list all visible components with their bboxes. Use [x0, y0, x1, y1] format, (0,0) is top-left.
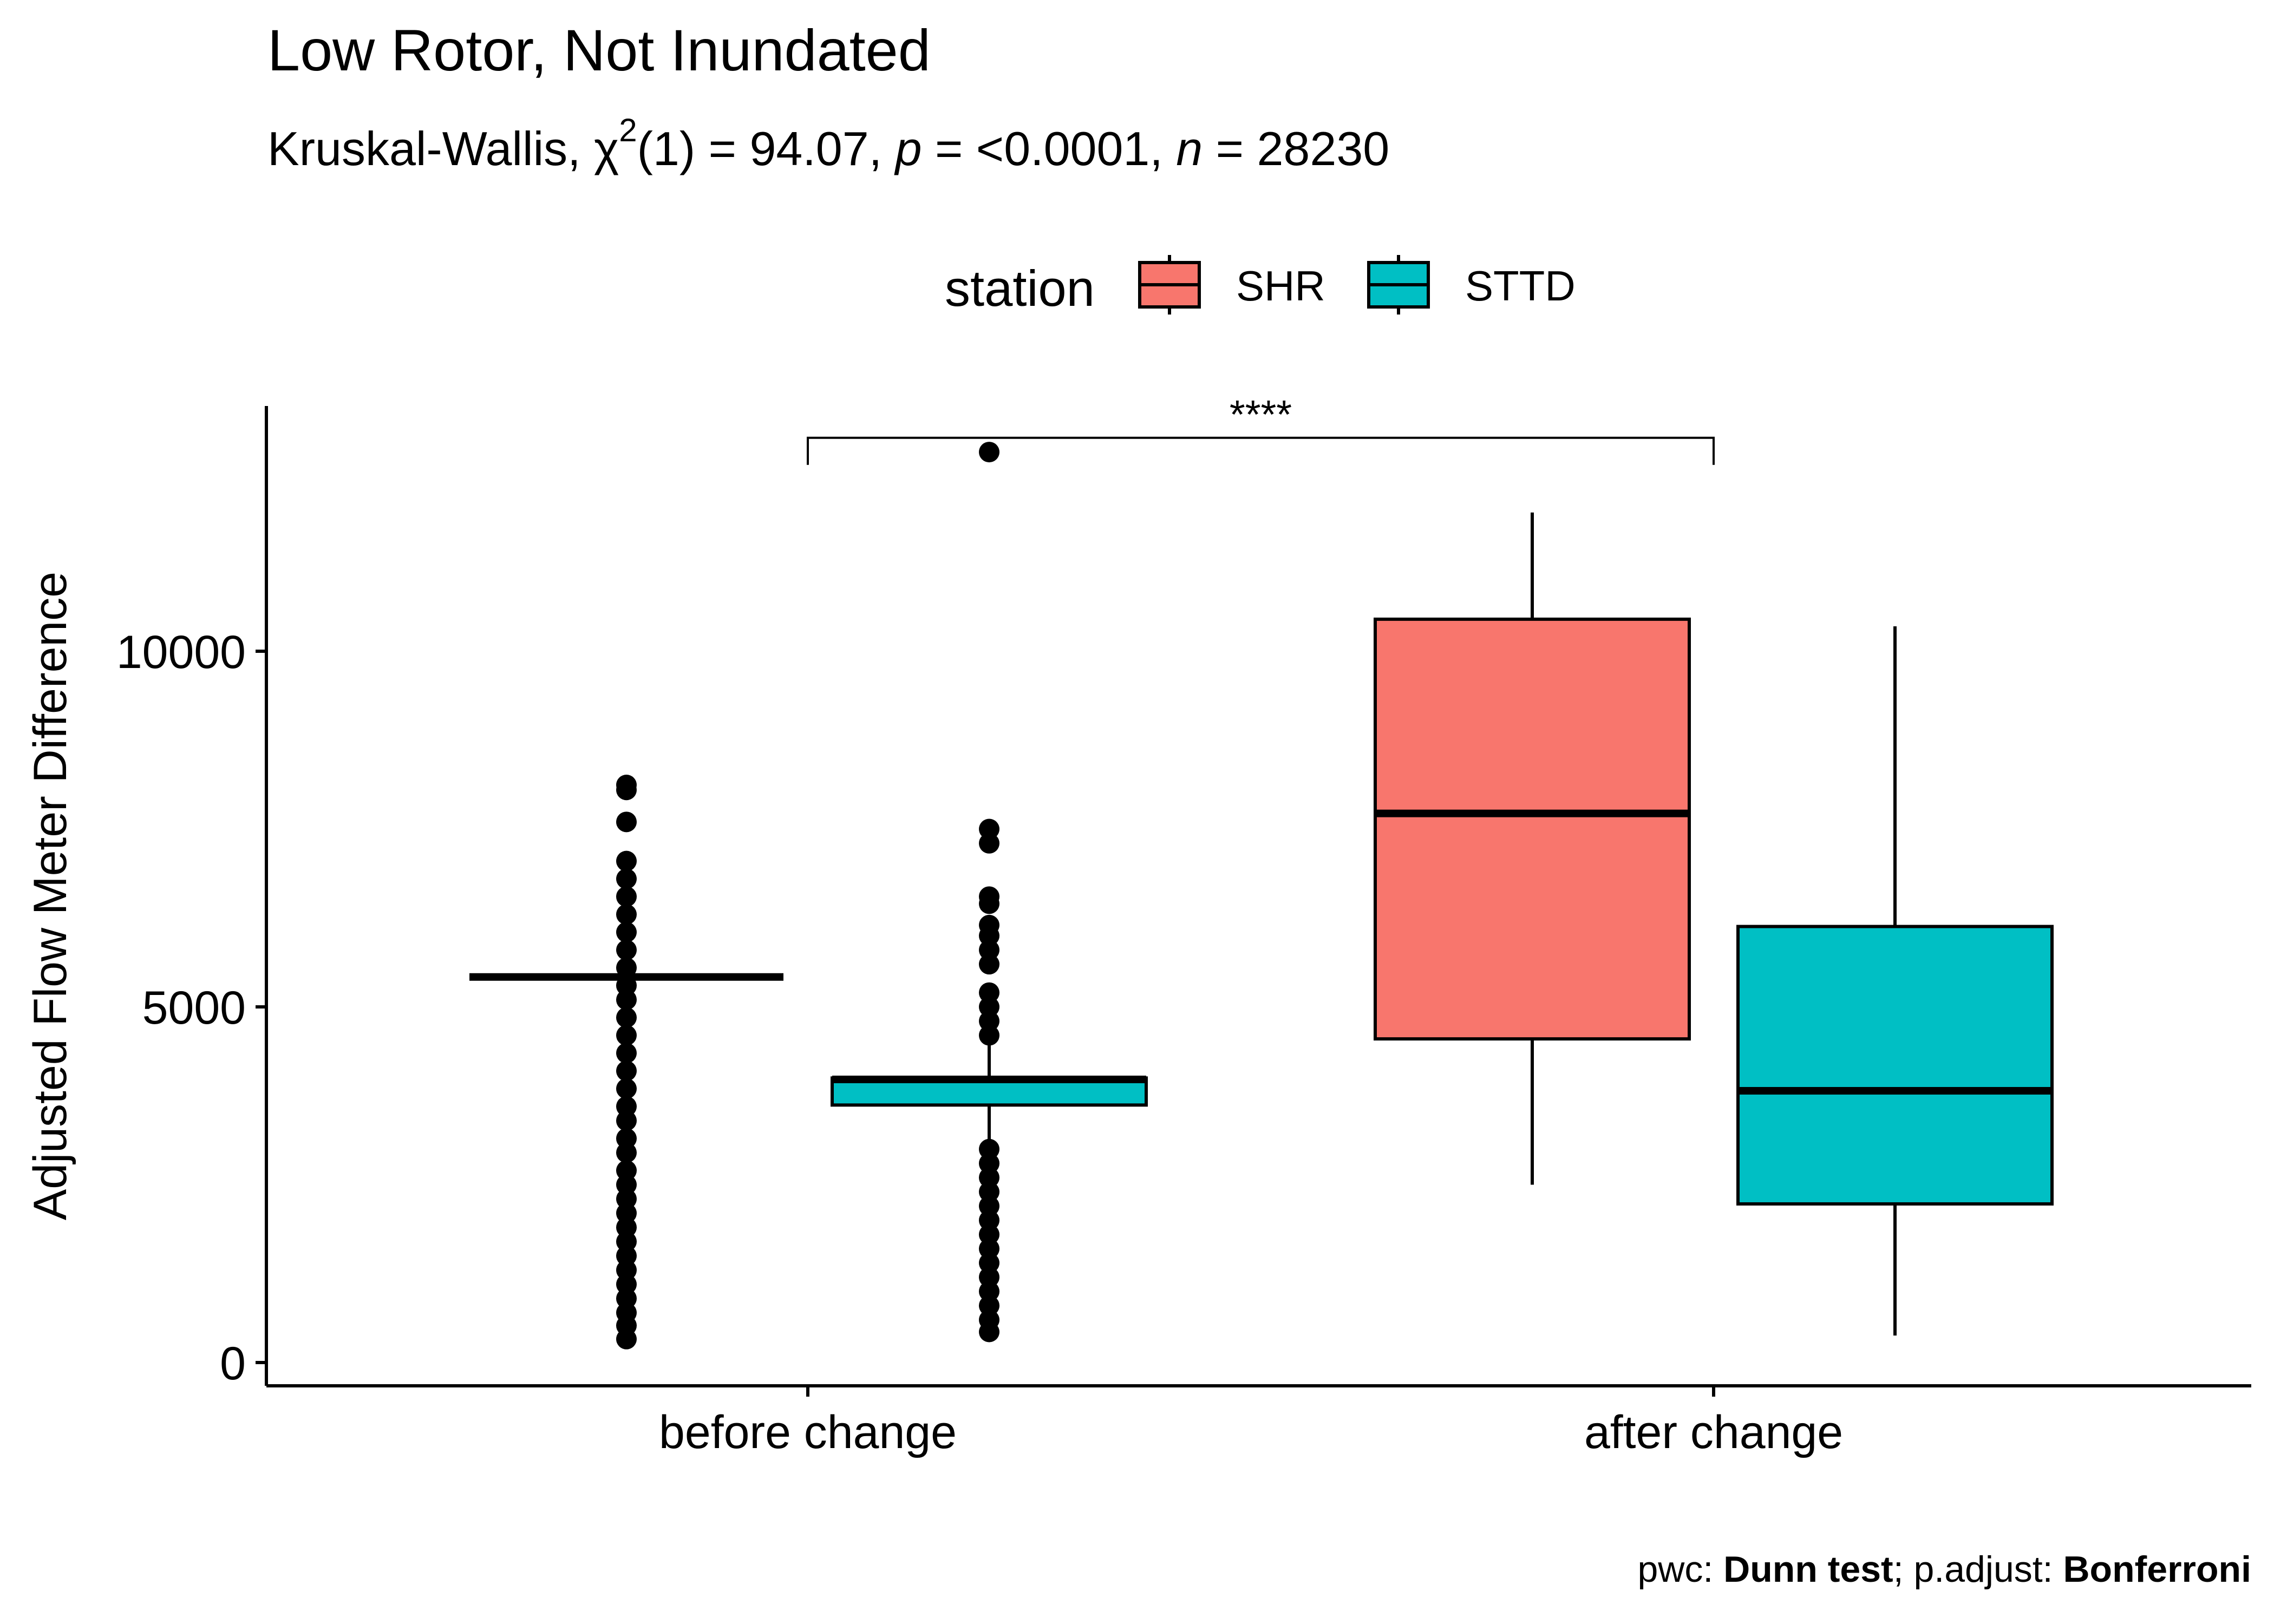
- outlier-point: [616, 1288, 637, 1309]
- subtitle-chi: χ: [594, 122, 619, 175]
- subtitle-chi-sup: 2: [619, 112, 637, 148]
- outlier-point: [616, 939, 637, 960]
- outlier-point: [616, 1128, 637, 1149]
- box-sttd-1: [1736, 626, 2054, 1336]
- outlier-point: [616, 1203, 637, 1224]
- outlier-point: [616, 1302, 637, 1324]
- x-tick-label-0: before change: [659, 1406, 957, 1458]
- outlier-point: [979, 1309, 999, 1331]
- outlier-point: [616, 1142, 637, 1163]
- chart-subtitle: Kruskal-Wallis, χ2(1) = 94.07, p = <0.00…: [267, 112, 1389, 175]
- legend-label-sttd: STTD: [1465, 262, 1576, 310]
- subtitle-df-stat: (1) = 94.07,: [637, 122, 896, 175]
- subtitle-n-value: = 28230: [1203, 122, 1389, 175]
- outlier-point: [979, 1267, 999, 1288]
- outlier-point: [979, 1295, 999, 1316]
- outlier-point: [979, 939, 999, 960]
- outlier-point: [616, 811, 637, 833]
- outlier-point: [616, 1007, 637, 1028]
- y-tick-label-0: 0: [220, 1338, 246, 1390]
- outlier-point: [979, 1281, 999, 1302]
- subtitle-prefix: Kruskal-Wallis,: [267, 122, 594, 175]
- outlier-point: [979, 1224, 999, 1245]
- outlier-point: [979, 1167, 999, 1188]
- x-tick-label-1: after change: [1584, 1406, 1843, 1458]
- bracket-label: ****: [1230, 392, 1292, 437]
- outlier-point: [616, 1245, 637, 1266]
- outlier-point: [616, 1231, 637, 1252]
- outlier-point: [979, 982, 999, 1003]
- box-sttd-0: [831, 442, 1148, 1343]
- outlier-point: [979, 1025, 999, 1046]
- outlier-point: [979, 1181, 999, 1202]
- outlier-point: [616, 922, 637, 943]
- bracket-line: [807, 436, 1715, 465]
- outlier-point: [979, 1138, 999, 1160]
- y-tick-label-10000: 10000: [116, 626, 246, 678]
- outlier-point: [979, 1011, 999, 1032]
- axes: 0 5000 10000 before change after change: [116, 406, 2251, 1458]
- caption-test: Dunn test: [1723, 1549, 1893, 1590]
- outlier-point: [616, 1217, 637, 1238]
- outlier-point: [979, 1153, 999, 1174]
- legend: station SHR STTD: [945, 255, 1576, 317]
- significance-bracket: ****: [807, 392, 1715, 465]
- outlier-point: [616, 886, 637, 907]
- outlier-point: [979, 997, 999, 1017]
- outlier-point: [616, 1174, 637, 1195]
- caption-prefix: pwc:: [1637, 1549, 1723, 1590]
- y-axis-label: Adjusted Flow Meter Difference: [24, 572, 76, 1220]
- caption-middle: ; p.adjust:: [1893, 1549, 2063, 1590]
- subtitle-n-symbol: n: [1176, 122, 1203, 175]
- outlier-point: [616, 868, 637, 889]
- outlier-point: [979, 886, 999, 907]
- box-iqr: [1374, 617, 1691, 1041]
- outlier-point: [979, 1210, 999, 1231]
- outlier-point: [616, 775, 637, 796]
- outlier-point: [616, 904, 637, 925]
- caption: pwc: Dunn test; p.adjust: Bonferroni: [1637, 1549, 2251, 1590]
- outlier-point: [979, 818, 999, 840]
- box-group: [469, 442, 2054, 1350]
- y-tick-label-5000: 5000: [142, 982, 246, 1034]
- box-shr-1: [1374, 512, 1691, 1185]
- outlier-point: [616, 1260, 637, 1281]
- outlier-point: [616, 1060, 637, 1082]
- outlier-point: [616, 1043, 637, 1064]
- outlier-point: [979, 833, 999, 854]
- legend-item-sttd: STTD: [1367, 255, 1576, 315]
- legend-title: station: [945, 260, 1095, 317]
- subtitle-p-value: = <0.0001,: [922, 122, 1177, 175]
- outlier-point: [616, 1025, 637, 1046]
- outlier-point: [616, 1274, 637, 1295]
- outlier-point: [616, 1188, 637, 1209]
- outlier-point: [979, 1238, 999, 1259]
- box-shr-0: [469, 775, 783, 1350]
- outlier-point: [979, 914, 999, 935]
- outlier-point: [979, 1253, 999, 1274]
- outlier-point: [616, 850, 637, 872]
- outlier-point: [979, 1195, 999, 1216]
- outlier-point: [616, 957, 637, 978]
- outlier-point: [616, 1078, 637, 1099]
- legend-item-shr: SHR: [1138, 255, 1325, 315]
- outlier-point: [616, 1160, 637, 1181]
- outlier-point: [616, 1110, 637, 1131]
- chart-title: Low Rotor, Not Inundated: [267, 17, 931, 83]
- outlier-point: [979, 442, 999, 463]
- outlier-point: [616, 1096, 637, 1117]
- subtitle-p-symbol: p: [894, 122, 922, 175]
- caption-method: Bonferroni: [2063, 1549, 2251, 1590]
- outlier-point: [616, 989, 637, 1010]
- outlier-point: [616, 975, 637, 996]
- outlier-point: [979, 954, 999, 975]
- box-iqr: [1736, 925, 2054, 1206]
- legend-label-shr: SHR: [1236, 262, 1325, 310]
